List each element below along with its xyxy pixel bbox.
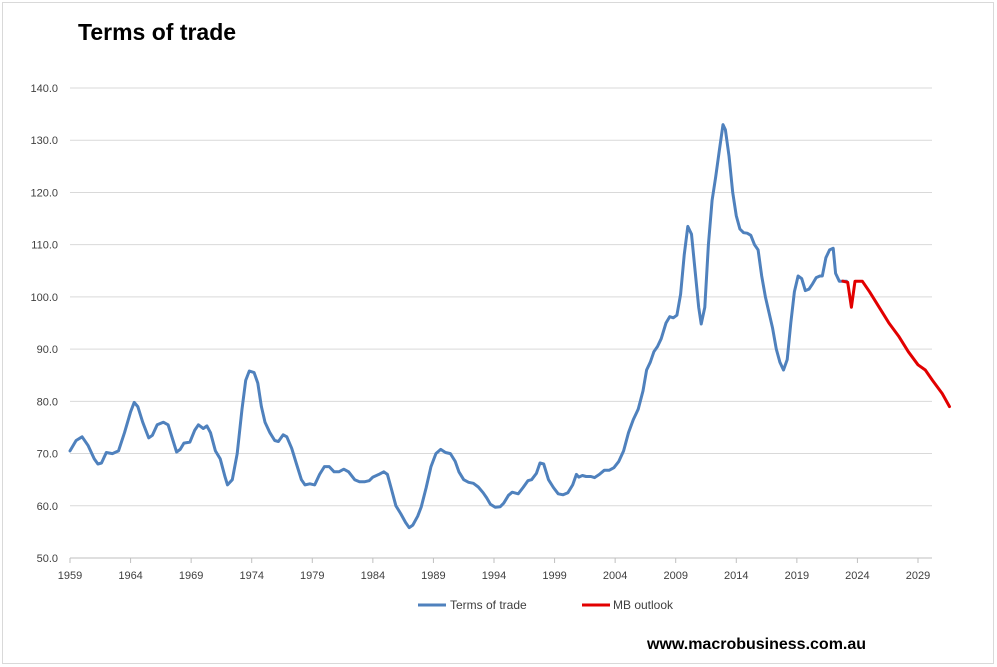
x-tick-label: 1994 <box>482 570 506 582</box>
x-tick-label: 2014 <box>724 570 748 582</box>
y-tick-label: 90.0 <box>37 344 58 356</box>
x-tick-label: 1989 <box>421 570 445 582</box>
y-tick-label: 60.0 <box>37 501 58 513</box>
chart-title: Terms of trade <box>78 19 237 45</box>
legend: Terms of trade MB outlook <box>418 598 674 612</box>
grid <box>70 87 932 507</box>
y-tick-label: 110.0 <box>31 240 58 252</box>
y-tick-label: 50.0 <box>37 553 58 565</box>
x-tick-label: 2029 <box>906 570 930 582</box>
y-tick-label: 80.0 <box>37 396 58 408</box>
y-tick-label: 100.0 <box>30 292 58 304</box>
x-tick-label: 1999 <box>542 570 566 582</box>
series-line-1 <box>68 123 848 530</box>
source-url: www.macrobusiness.com.au <box>647 636 867 653</box>
legend-label: MB outlook <box>613 598 674 612</box>
x-tick-label: 2004 <box>603 570 627 582</box>
x-tick-label: 2009 <box>663 570 687 582</box>
x-tick-label: 1959 <box>58 570 82 582</box>
x-tick-label: 2019 <box>785 570 809 582</box>
y-tick-label: 70.0 <box>37 449 58 461</box>
axes: 50.0 60.0 70.0 80.0 90.0 100.0 110.0 120.0 130.0… <box>30 83 932 582</box>
y-tick-label: 140.0 <box>30 83 58 95</box>
legend-label: Terms of trade <box>450 598 527 612</box>
x-tick-label: 1979 <box>300 570 324 582</box>
y-tick-label: 120.0 <box>30 187 58 199</box>
x-tick-label: 1974 <box>239 570 263 582</box>
y-tick-label: 130.0 <box>30 135 58 147</box>
x-tick-label: 1969 <box>179 570 203 582</box>
x-tick-label: 1964 <box>118 570 142 582</box>
x-tick-label: 2024 <box>845 570 869 582</box>
series <box>68 123 951 530</box>
x-tick-label: 1984 <box>361 570 385 582</box>
series-line-2 <box>841 279 951 409</box>
